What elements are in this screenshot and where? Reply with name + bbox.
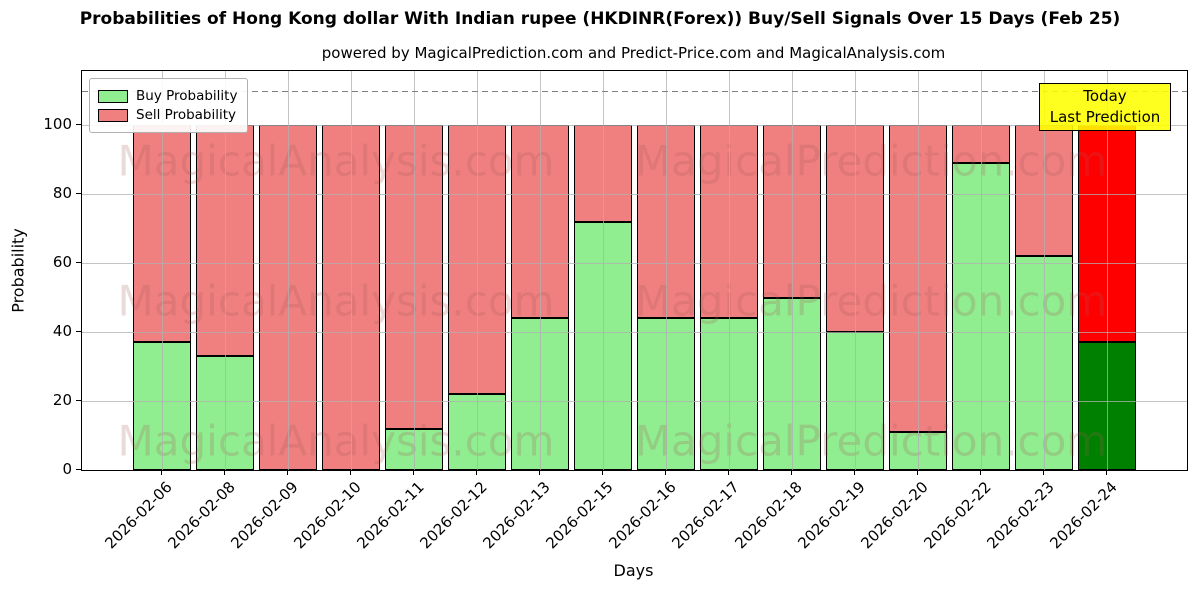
gridline-vertical [981, 71, 982, 470]
x-tick-mark [854, 470, 856, 475]
gridline-vertical [1107, 71, 1108, 470]
legend-swatch-icon [98, 108, 128, 122]
y-tick-label: 40 [52, 322, 72, 341]
gridline-horizontal [82, 125, 1187, 127]
gridline-horizontal [82, 332, 1187, 334]
chart-subtitle: powered by MagicalPrediction.com and Pre… [321, 44, 946, 62]
y-tick-mark [76, 193, 81, 195]
gridline-vertical [477, 71, 478, 470]
x-tick-mark [980, 470, 982, 475]
y-tick-label: 80 [52, 184, 72, 203]
x-tick-mark [1043, 470, 1045, 475]
plot-area: Buy Probability Sell Probability Today La… [81, 70, 1188, 471]
y-tick-mark [76, 400, 81, 402]
gridline-vertical [351, 71, 352, 470]
x-tick-mark [350, 470, 352, 475]
x-tick-mark [1106, 470, 1108, 475]
legend-item: Sell Probability [98, 107, 237, 123]
y-tick-mark [76, 331, 81, 333]
legend-label: Sell Probability [136, 107, 237, 123]
x-tick-mark [413, 470, 415, 475]
gridline-vertical [1044, 71, 1045, 470]
gridline-vertical [855, 71, 856, 470]
x-tick-mark [665, 470, 667, 475]
x-axis-label: Days [613, 561, 654, 580]
gridline-vertical [918, 71, 919, 470]
gridline-horizontal [82, 401, 1187, 403]
x-tick-mark [224, 470, 226, 475]
gridline-vertical [792, 71, 793, 470]
x-tick-mark [791, 470, 793, 475]
y-tick-label: 0 [62, 460, 72, 478]
x-tick-mark [161, 470, 163, 475]
gridline-vertical [414, 71, 415, 470]
x-tick-mark [287, 470, 289, 475]
gridline-vertical [162, 71, 163, 470]
x-tick-mark [917, 470, 919, 475]
gridline-vertical [288, 71, 289, 470]
annotation-line2: Last Prediction [1049, 108, 1161, 126]
today-annotation: Today Last Prediction [1039, 83, 1171, 131]
chart-title: Probabilities of Hong Kong dollar With I… [79, 9, 1121, 29]
gridline-vertical [540, 71, 541, 470]
legend-swatch-icon [98, 89, 128, 103]
annotation-line1: Today [1083, 87, 1127, 105]
y-tick-mark [76, 469, 81, 471]
chart-legend: Buy Probability Sell Probability [89, 78, 249, 133]
gridline-vertical [225, 71, 226, 470]
y-tick-mark [76, 262, 81, 264]
gridline-vertical [729, 71, 730, 470]
gridline-horizontal [82, 263, 1187, 265]
x-tick-mark [476, 470, 478, 475]
legend-item: Buy Probability [98, 88, 237, 104]
gridline-horizontal [82, 194, 1187, 196]
gridline-vertical [603, 71, 604, 470]
y-axis-label: Probability [8, 228, 28, 313]
x-tick-mark [602, 470, 604, 475]
y-tick-label: 100 [43, 115, 72, 134]
x-tick-mark [539, 470, 541, 475]
x-tick-mark [728, 470, 730, 475]
dashed-threshold-line [82, 90, 1187, 93]
gridline-vertical [666, 71, 667, 470]
y-tick-label: 60 [52, 253, 72, 272]
legend-label: Buy Probability [136, 88, 238, 104]
y-tick-label: 20 [52, 391, 72, 410]
y-tick-mark [76, 124, 81, 126]
